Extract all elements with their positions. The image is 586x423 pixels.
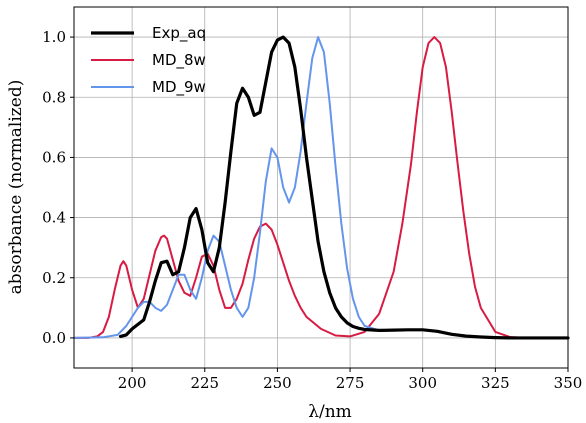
- legend-label-md-8w: MD_8w: [152, 51, 206, 70]
- y-tick-label: 1.0: [42, 28, 66, 46]
- y-tick-label: 0.2: [42, 269, 66, 287]
- x-tick-label: 225: [190, 374, 219, 392]
- x-tick-label: 325: [481, 374, 510, 392]
- y-tick-label: 0.8: [42, 88, 66, 106]
- grid: [74, 7, 569, 368]
- y-tick-label: 0.6: [42, 148, 66, 166]
- x-tick-label: 350: [554, 374, 583, 392]
- x-tick-label: 200: [118, 374, 147, 392]
- ticks: 200 225 250 275 300 325 350 0.0 0.2 0.4 0.6 0.8 1.0: [42, 28, 582, 392]
- plot-frame: [73, 6, 569, 369]
- x-tick-label: 275: [336, 374, 365, 392]
- series-line-md-9w: [73, 36, 569, 339]
- x-tick-label: 300: [408, 374, 437, 392]
- legend: Exp_aq MD_8w MD_9w: [91, 24, 206, 97]
- legend-label-exp-aq: Exp_aq: [152, 24, 206, 43]
- y-tick-label: 0.4: [42, 209, 66, 227]
- y-axis-label: absorbance (normalized): [6, 80, 26, 295]
- series-line-md-8w: [73, 36, 569, 339]
- y-tick-label: 0.0: [42, 329, 66, 347]
- legend-label-md-9w: MD_9w: [152, 78, 206, 97]
- x-tick-label: 250: [263, 374, 292, 392]
- x-axis-label: λ/nm: [308, 402, 352, 422]
- series-layer: [73, 35, 570, 340]
- series-line-exp-aq: [118, 35, 570, 340]
